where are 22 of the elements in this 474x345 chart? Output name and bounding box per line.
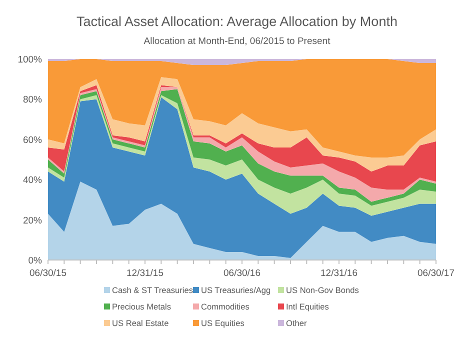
legend-label: US Non-Gov Bonds (286, 285, 359, 295)
chart-subtitle: Allocation at Month-End, 06/2015 to Present (144, 36, 331, 47)
y-tick-label: 100% (18, 54, 43, 66)
legend-label: Commodities (201, 302, 250, 312)
y-tick-label: 0% (28, 256, 43, 266)
y-tick-label: 40% (22, 175, 43, 186)
legend-label: Cash & ST Treasuries (112, 285, 194, 295)
chart-title: Tactical Asset Allocation: Average Allocation by Month (76, 14, 398, 29)
legend-label: US Real Estate (112, 318, 170, 328)
y-tick-label: 60% (22, 134, 43, 146)
legend-label: Intl Equities (286, 302, 329, 312)
legend-label: US Equities (201, 318, 244, 328)
x-tick-label: 06/30/16 (224, 268, 260, 279)
x-tick-label: 12/31/16 (320, 268, 358, 279)
x-tick-label: 06/30/17 (418, 268, 454, 279)
x-tick-label: 06/30/15 (30, 268, 66, 279)
legend-label: Other (286, 318, 307, 328)
legend-label: US Treasuries/Agg (201, 285, 272, 295)
legend-label: Precious Metals (112, 302, 172, 312)
y-tick-label: 80% (22, 94, 43, 106)
y-tick-label: 20% (22, 215, 43, 226)
x-tick-label: 12/31/15 (126, 268, 164, 279)
